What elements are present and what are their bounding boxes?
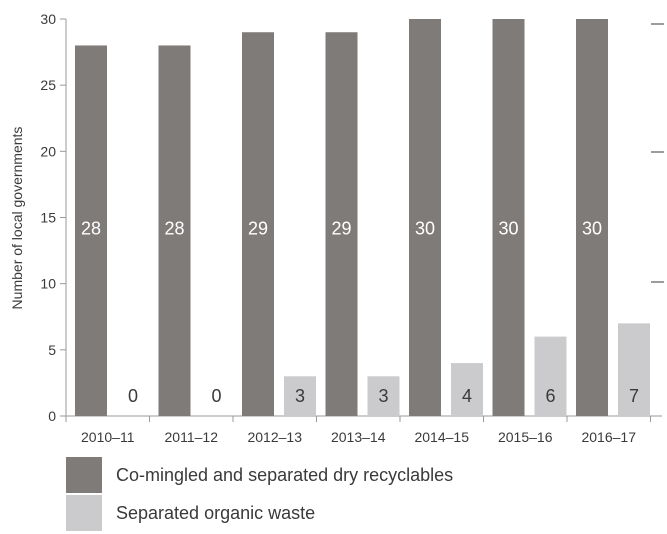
y-tick-label: 15: [40, 210, 56, 226]
bar-value-label: 28: [81, 219, 101, 239]
bar-dry-recyclables: [158, 45, 191, 416]
bar-dry-recyclables: [492, 19, 525, 416]
bars: [75, 19, 650, 416]
legend-label-organic-waste: Separated organic waste: [116, 502, 316, 523]
bar-value-label: 30: [498, 219, 518, 239]
bar-value-label: 0: [128, 386, 138, 406]
bar-organic-waste: [451, 363, 483, 416]
bar-value-label: 3: [378, 386, 388, 406]
legend-item-organic-waste: Separated organic waste: [66, 495, 453, 531]
bar-dry-recyclables: [242, 32, 274, 416]
right-margin-ticks: [651, 23, 664, 283]
bar-value-label: 0: [211, 386, 221, 406]
bar-value-label: 30: [582, 219, 602, 239]
y-tick-label: 10: [40, 276, 56, 292]
x-tick-label: 2013–14: [331, 429, 386, 445]
x-tick-label: 2011–12: [165, 429, 219, 445]
x-tick-label: 2010–11: [81, 429, 135, 445]
bar-dry-recyclables: [409, 19, 441, 416]
bar-value-label: 28: [164, 219, 184, 239]
y-tick-label: 25: [40, 77, 56, 93]
y-axis: 0 5 10 15 20 25 30: [40, 11, 67, 424]
bar-value-label: 7: [629, 386, 639, 406]
bar-organic-waste: [367, 376, 400, 416]
x-tick-label: 2014–15: [414, 429, 469, 445]
y-tick-label: 30: [40, 11, 56, 27]
bar-organic-waste: [284, 376, 316, 416]
bar-value-label: 4: [462, 386, 472, 406]
legend-item-dry-recyclables: Co-mingled and separated dry recyclables: [66, 457, 454, 493]
bar-value-label: 6: [545, 386, 555, 406]
x-tick-label: 2015–16: [498, 429, 553, 445]
x-axis: 2010–11 2011–12 2012–13 2013–14 2014–15 2015–…: [65, 415, 662, 445]
legend-swatch-organic-waste: [66, 495, 102, 531]
legend-label-dry-recyclables: Co-mingled and separated dry recyclables: [116, 464, 454, 485]
bar-value-label: 29: [248, 219, 268, 239]
legend-swatch-dry-recyclables: [66, 457, 102, 493]
bar-dry-recyclables: [75, 45, 107, 416]
bar-organic-waste: [618, 323, 650, 416]
y-axis-label: Number of local governments: [9, 127, 25, 310]
y-tick-label: 5: [48, 342, 56, 358]
bar-dry-recyclables: [325, 32, 358, 416]
x-tick-label: 2016–17: [581, 429, 636, 445]
y-tick-label: 0: [48, 408, 56, 424]
bar-value-label: 29: [331, 219, 351, 239]
bar-value-label: 3: [295, 386, 305, 406]
x-tick-label: 2012–13: [247, 429, 302, 445]
y-tick-label: 20: [40, 143, 56, 159]
bar-value-label: 30: [415, 219, 435, 239]
bar-dry-recyclables: [576, 19, 608, 416]
bar-organic-waste: [534, 336, 567, 416]
legend: Co-mingled and separated dry recyclables…: [66, 457, 454, 534]
bar-labels: 28 0 28 0 29 3 29 3 30 4 30 6 30 7: [81, 219, 639, 407]
